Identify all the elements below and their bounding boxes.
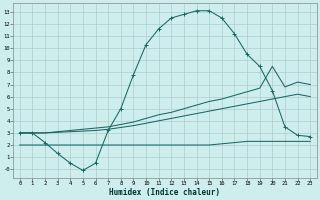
X-axis label: Humidex (Indice chaleur): Humidex (Indice chaleur) [109,188,220,197]
